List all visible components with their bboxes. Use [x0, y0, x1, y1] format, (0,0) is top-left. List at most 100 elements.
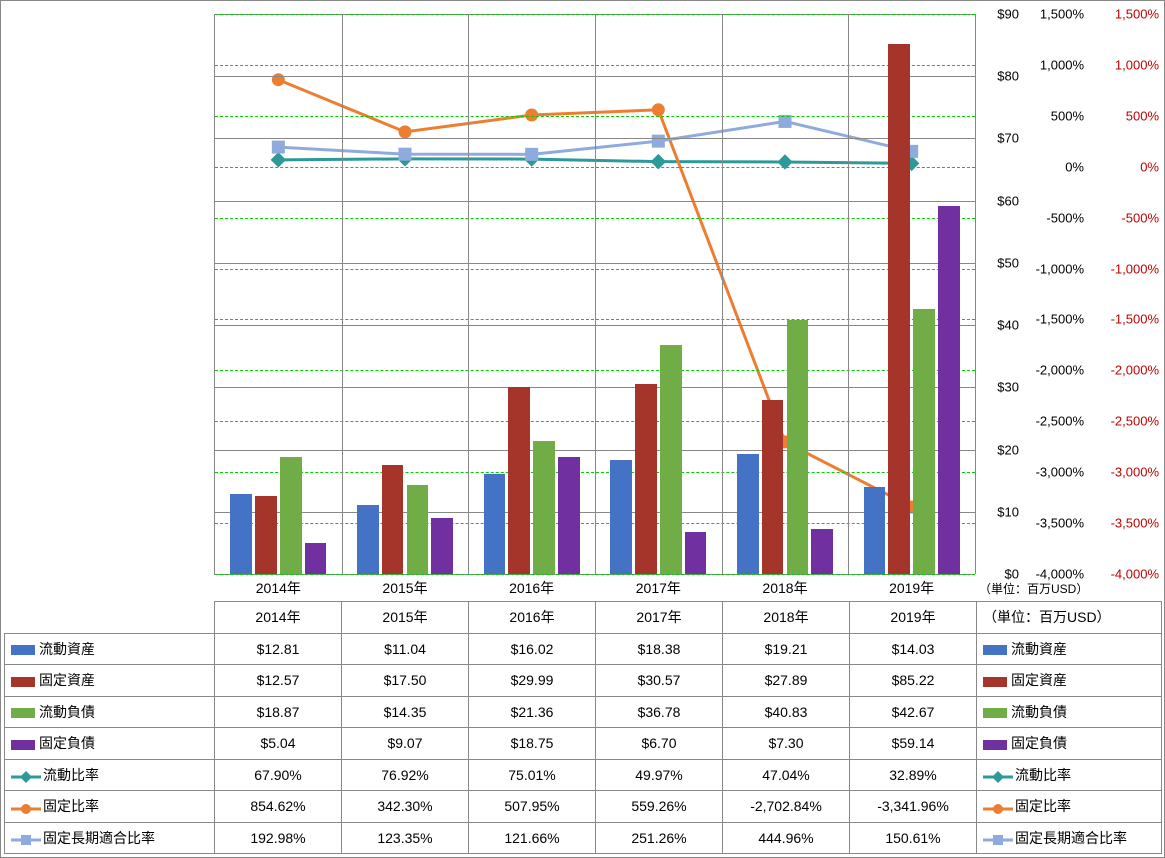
data-cell: -2,702.84%	[723, 791, 850, 823]
y1-tick-label: $30	[997, 380, 1019, 395]
bar-current_assets	[230, 494, 252, 574]
data-cell: $6.70	[596, 728, 723, 760]
x-tick-label: 2016年	[509, 574, 554, 598]
bar-current_assets	[357, 505, 379, 574]
marker-fixed_long_ratio	[779, 115, 791, 127]
y2-tick-label: 500%	[1051, 108, 1084, 123]
y2-tick-label: -2,500%	[1036, 414, 1084, 429]
x-tick-label: 2017年	[636, 574, 681, 598]
data-cell: 251.26%	[596, 822, 723, 854]
y3-tick-label: -2,000%	[1111, 363, 1159, 378]
year-header: 2018年	[723, 602, 850, 634]
x-tick-label: 2018年	[762, 574, 807, 598]
data-cell: $85.22	[850, 665, 977, 697]
data-table: 2014年2015年2016年2017年2018年2019年（単位：百万USD）…	[4, 601, 1162, 854]
data-cell: $29.99	[469, 665, 596, 697]
data-cell: $14.03	[850, 633, 977, 665]
y1-tick-label: $60	[997, 193, 1019, 208]
y2-tick-label: -3,000%	[1036, 465, 1084, 480]
data-cell: 150.61%	[850, 822, 977, 854]
bar-current_liabilities	[787, 320, 809, 574]
data-cell: $7.30	[723, 728, 850, 760]
table-row: 固定長期適合比率192.98%123.35%121.66%251.26%444.…	[5, 822, 1162, 854]
table-row: 固定資産$12.57$17.50$29.99$30.57$27.89$85.22…	[5, 665, 1162, 697]
data-cell: $19.21	[723, 633, 850, 665]
bar-fixed_assets	[762, 400, 784, 574]
data-cell: $12.81	[215, 633, 342, 665]
data-cell: $59.14	[850, 728, 977, 760]
y2-tick-label: -3,500%	[1036, 516, 1084, 531]
legend-cell: 固定比率	[977, 791, 1162, 823]
bar-current_assets	[610, 460, 632, 574]
data-cell: 67.90%	[215, 759, 342, 791]
data-cell: $42.67	[850, 696, 977, 728]
unit-label: （単位：百万USD）	[979, 580, 1088, 597]
x-tick-label: 2014年	[256, 574, 301, 598]
bar-fixed_liabilities	[305, 543, 327, 574]
y3-tick-label: -3,000%	[1111, 465, 1159, 480]
data-cell: 444.96%	[723, 822, 850, 854]
data-cell: 32.89%	[850, 759, 977, 791]
data-cell: 854.62%	[215, 791, 342, 823]
table-row: 固定比率854.62%342.30%507.95%559.26%-2,702.8…	[5, 791, 1162, 823]
bar-current_liabilities	[533, 441, 555, 574]
y3-tick-label: 1,500%	[1115, 7, 1159, 22]
y3-tick-label: -1,500%	[1111, 312, 1159, 327]
row-header: 固定負債	[5, 728, 215, 760]
marker-fixed_ratio	[652, 104, 664, 116]
data-cell: $18.75	[469, 728, 596, 760]
bar-fixed_assets	[635, 384, 657, 574]
table-row: 固定負債$5.04$9.07$18.75$6.70$7.30$59.14固定負債	[5, 728, 1162, 760]
data-cell: $21.36	[469, 696, 596, 728]
bar-current_assets	[864, 487, 886, 574]
data-cell: $11.04	[342, 633, 469, 665]
y1-tick-label: $50	[997, 255, 1019, 270]
year-header: 2017年	[596, 602, 723, 634]
y2-tick-label: -2,000%	[1036, 363, 1084, 378]
data-table-area: 2014年2015年2016年2017年2018年2019年（単位：百万USD）…	[4, 601, 1161, 854]
data-cell: 559.26%	[596, 791, 723, 823]
table-header-row: 2014年2015年2016年2017年2018年2019年（単位：百万USD）	[5, 602, 1162, 634]
year-header: 2015年	[342, 602, 469, 634]
marker-fixed_ratio	[399, 126, 411, 138]
y3-tick-label: -1,000%	[1111, 261, 1159, 276]
y2-tick-label: 0%	[1065, 159, 1084, 174]
y3-tick-label: 0%	[1140, 159, 1159, 174]
data-cell: $18.87	[215, 696, 342, 728]
data-cell: 342.30%	[342, 791, 469, 823]
y-axis-right2-labels: -4,000%-3,500%-3,000%-2,500%-2,000%-1,50…	[1099, 14, 1159, 574]
data-cell: 121.66%	[469, 822, 596, 854]
y-axis-left-labels: $0$10$20$30$40$50$60$70$80$90	[979, 14, 1019, 574]
y2-tick-label: -1,000%	[1036, 261, 1084, 276]
y-axis-right1-labels: -4,000%-3,500%-3,000%-2,500%-2,000%-1,50…	[1029, 14, 1084, 574]
bar-current_assets	[737, 454, 759, 574]
marker-fixed_long_ratio	[652, 135, 664, 147]
row-header: 流動負債	[5, 696, 215, 728]
row-header: 固定長期適合比率	[5, 822, 215, 854]
row-header: 流動比率	[5, 759, 215, 791]
x-tick-label: 2019年	[889, 574, 934, 598]
data-cell: 76.92%	[342, 759, 469, 791]
table-row: 流動負債$18.87$14.35$21.36$36.78$40.83$42.67…	[5, 696, 1162, 728]
legend-cell: 流動負債	[977, 696, 1162, 728]
data-cell: $36.78	[596, 696, 723, 728]
y3-tick-label: 1,000%	[1115, 57, 1159, 72]
legend-cell: 流動比率	[977, 759, 1162, 791]
year-header: 2016年	[469, 602, 596, 634]
y1-tick-label: $80	[997, 69, 1019, 84]
data-cell: $12.57	[215, 665, 342, 697]
y2-tick-label: -500%	[1046, 210, 1084, 225]
y1-tick-label: $20	[997, 442, 1019, 457]
bar-fixed_assets	[508, 387, 530, 574]
x-tick-label: 2015年	[382, 574, 427, 598]
data-cell: 49.97%	[596, 759, 723, 791]
year-header: 2019年	[850, 602, 977, 634]
unit-cell: （単位：百万USD）	[977, 602, 1162, 634]
table-row: 流動資産$12.81$11.04$16.02$18.38$19.21$14.03…	[5, 633, 1162, 665]
y1-tick-label: $40	[997, 318, 1019, 333]
bar-fixed_liabilities	[431, 518, 453, 574]
y3-tick-label: -3,500%	[1111, 516, 1159, 531]
data-cell: $14.35	[342, 696, 469, 728]
chart-container: 2014年2015年2016年2017年2018年2019年 $0$10$20$…	[0, 0, 1165, 858]
plot-area: 2014年2015年2016年2017年2018年2019年	[214, 14, 975, 575]
